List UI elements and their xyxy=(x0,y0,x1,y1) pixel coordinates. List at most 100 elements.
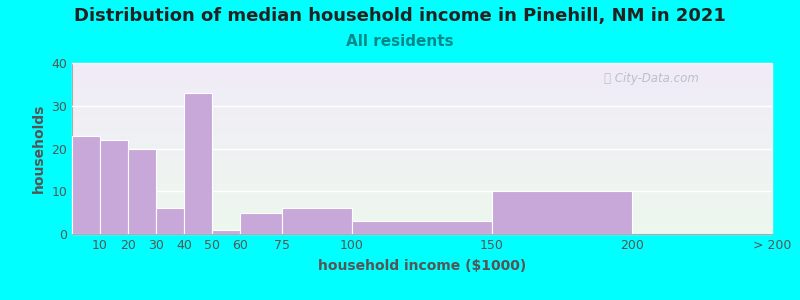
Bar xyxy=(72,147,772,148)
Bar xyxy=(72,136,100,234)
Bar xyxy=(72,143,772,145)
Bar xyxy=(72,126,772,128)
Bar xyxy=(72,94,772,95)
Bar xyxy=(72,169,772,171)
Bar xyxy=(72,226,772,227)
Bar xyxy=(72,123,772,124)
Bar xyxy=(72,148,772,150)
Bar xyxy=(72,138,772,140)
Bar xyxy=(240,213,282,234)
Y-axis label: households: households xyxy=(32,104,46,193)
Bar xyxy=(72,157,772,159)
Bar xyxy=(72,63,772,65)
Bar xyxy=(72,140,772,142)
Bar xyxy=(72,95,772,97)
Bar xyxy=(72,178,772,179)
Bar xyxy=(72,193,772,195)
Bar xyxy=(72,135,772,137)
Bar xyxy=(72,128,772,130)
Bar xyxy=(100,140,128,234)
Bar xyxy=(282,208,352,234)
Bar xyxy=(72,99,772,100)
Bar xyxy=(72,68,772,70)
Text: Distribution of median household income in Pinehill, NM in 2021: Distribution of median household income … xyxy=(74,8,726,26)
Bar xyxy=(72,224,772,226)
Bar xyxy=(72,214,772,215)
Bar xyxy=(72,205,772,207)
Bar xyxy=(72,124,772,126)
Bar xyxy=(72,222,772,224)
Bar xyxy=(72,85,772,87)
Bar xyxy=(72,181,772,183)
Bar xyxy=(72,183,772,184)
Bar xyxy=(72,83,772,85)
Bar xyxy=(72,114,772,116)
Bar xyxy=(72,184,772,186)
Bar xyxy=(72,217,772,219)
Bar xyxy=(72,78,772,80)
Bar xyxy=(72,152,772,154)
Bar xyxy=(72,229,772,231)
Bar xyxy=(72,167,772,169)
Bar xyxy=(128,148,156,234)
Bar xyxy=(72,195,772,197)
Bar xyxy=(72,210,772,212)
Bar xyxy=(72,215,772,217)
Bar xyxy=(72,227,772,229)
Bar xyxy=(72,171,772,172)
Bar xyxy=(72,102,772,104)
Bar xyxy=(72,121,772,123)
Bar xyxy=(72,202,772,203)
Bar xyxy=(72,186,772,188)
Text: All residents: All residents xyxy=(346,34,454,50)
Bar xyxy=(72,159,772,161)
Bar xyxy=(72,219,772,220)
Bar xyxy=(72,172,772,174)
Bar xyxy=(72,154,772,155)
Bar xyxy=(72,212,772,214)
Bar xyxy=(72,160,772,162)
Bar xyxy=(72,80,772,82)
Bar xyxy=(72,191,772,193)
Bar xyxy=(72,207,772,208)
Bar xyxy=(72,87,772,89)
Bar xyxy=(72,104,772,106)
Bar xyxy=(72,208,772,210)
Bar xyxy=(72,231,772,232)
Bar xyxy=(72,89,772,90)
Bar xyxy=(72,106,772,107)
Bar xyxy=(72,200,772,202)
Bar xyxy=(72,145,772,147)
Bar xyxy=(72,176,772,178)
Bar xyxy=(72,131,772,133)
Bar xyxy=(72,100,772,102)
Bar xyxy=(72,90,772,92)
Bar xyxy=(72,82,772,83)
Bar xyxy=(184,93,212,234)
Bar xyxy=(72,155,772,157)
Bar xyxy=(72,174,772,176)
Bar xyxy=(72,162,772,164)
Bar xyxy=(72,179,772,181)
Bar xyxy=(72,150,772,152)
Bar xyxy=(72,164,772,166)
Bar xyxy=(352,221,492,234)
Bar xyxy=(72,198,772,200)
Bar xyxy=(72,66,772,68)
Bar xyxy=(72,118,772,119)
Bar xyxy=(212,230,240,234)
Bar xyxy=(72,75,772,77)
Bar xyxy=(72,136,772,138)
Bar xyxy=(72,188,772,190)
Bar xyxy=(72,77,772,78)
Bar xyxy=(72,130,772,131)
Bar xyxy=(72,111,772,112)
Bar xyxy=(492,191,632,234)
Bar xyxy=(72,112,772,114)
Bar xyxy=(72,232,772,234)
Bar xyxy=(72,166,772,167)
Bar xyxy=(72,107,772,109)
Bar xyxy=(72,72,772,73)
Bar xyxy=(72,133,772,135)
Bar xyxy=(72,92,772,94)
